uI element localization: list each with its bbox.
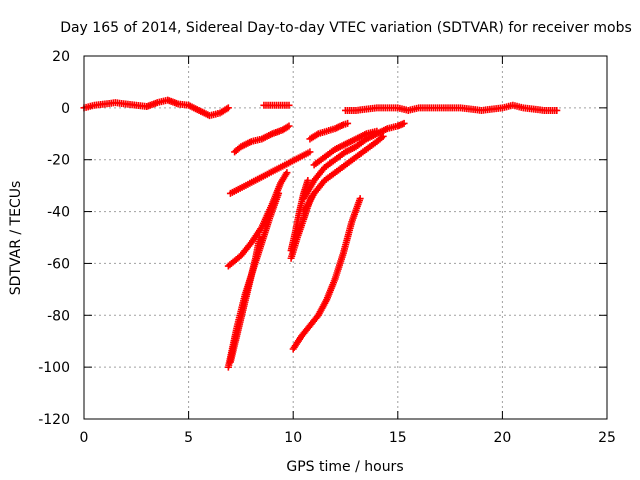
y-tick-label: -60: [47, 256, 70, 272]
y-tick-label: -40: [47, 205, 70, 221]
data-points: [80, 96, 561, 371]
x-tick-label: 5: [184, 430, 193, 446]
data-point: [285, 122, 293, 130]
series-group: [226, 148, 314, 197]
data-point: [224, 104, 232, 112]
x-tick-label: 20: [493, 430, 511, 446]
series-group: [310, 127, 381, 169]
y-axis-title: SDTVAR / TECUs: [8, 181, 24, 296]
series-group: [306, 119, 352, 143]
series-group: [289, 195, 364, 353]
series-group: [260, 101, 293, 109]
data-point: [344, 119, 352, 127]
y-tick-label: -20: [47, 153, 70, 169]
data-point: [304, 176, 312, 184]
data-point: [379, 132, 387, 140]
data-point: [256, 234, 264, 241]
x-tick-label: 15: [389, 430, 407, 446]
y-tick-label: -80: [47, 308, 70, 324]
plot-frame: [83, 55, 608, 420]
y-tick-label: -100: [38, 360, 70, 376]
data-point: [400, 119, 408, 127]
data-point: [356, 195, 364, 203]
y-tick-label: 20: [52, 49, 70, 65]
x-tick-label: 0: [80, 430, 89, 446]
x-tick-label: 10: [284, 430, 302, 446]
data-point: [308, 192, 316, 200]
data-point: [306, 148, 314, 156]
data-point: [275, 189, 283, 197]
data-point: [553, 106, 561, 114]
x-axis-title: GPS time / hours: [286, 459, 403, 475]
series-group: [287, 192, 316, 262]
y-tick-label: 0: [61, 101, 70, 117]
series-group: [231, 122, 293, 156]
data-point: [283, 169, 291, 177]
data-point: [285, 101, 293, 109]
tick-labels: 0 5 10 15 20 25 -120 -100 -80 -60 -40 -20 0 20: [38, 49, 616, 446]
chart-title: Day 165 of 2014, Sidereal Day-to-day VTE…: [60, 20, 632, 36]
x-tick-label: 25: [598, 430, 616, 446]
series-group: [342, 101, 561, 114]
series-group: [80, 96, 232, 120]
y-tick-label: -120: [38, 412, 70, 428]
series-group: [226, 234, 264, 366]
